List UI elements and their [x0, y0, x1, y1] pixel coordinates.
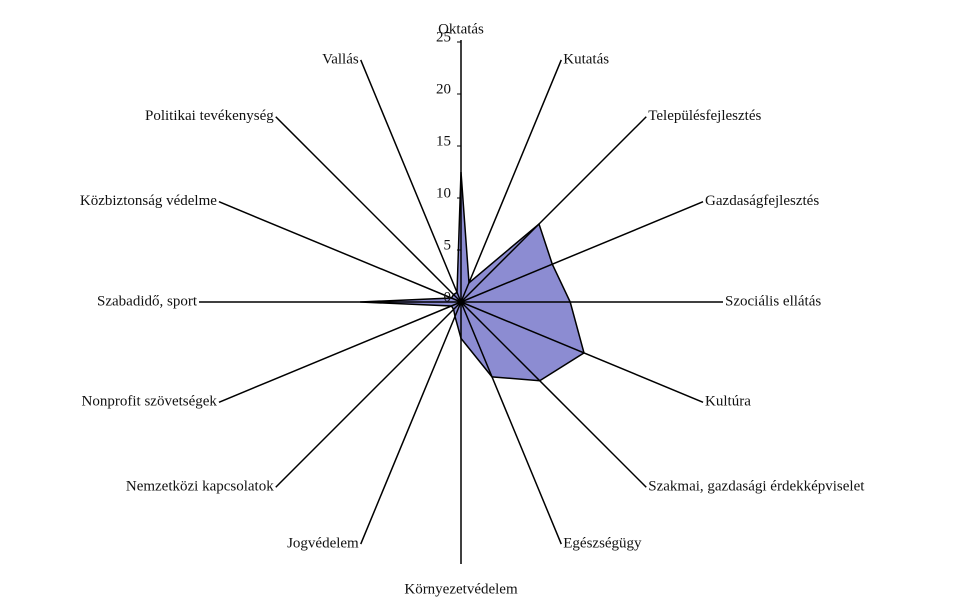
axis-line [275, 116, 462, 303]
axis-line [218, 301, 462, 403]
axis-line [460, 301, 562, 545]
category-label: Jogvédelem [287, 535, 359, 551]
category-label: Nonprofit szövetségek [82, 394, 218, 410]
axis-line [360, 301, 462, 545]
category-label: Környezetvédelem [404, 581, 518, 597]
axis-line [460, 301, 647, 488]
category-label: Szociális ellátás [725, 293, 821, 309]
category-label: Egészségügy [563, 535, 642, 551]
r-tick-label: 25 [436, 29, 451, 45]
axis-line [460, 59, 562, 303]
r-tick-label: 5 [444, 237, 452, 253]
category-label: Nemzetközi kapcsolatok [126, 479, 274, 495]
r-tick-label: 20 [436, 81, 451, 97]
axis-line [275, 301, 462, 488]
r-tick-label: 10 [436, 185, 451, 201]
category-label: Gazdaságfejlesztés [705, 193, 819, 209]
category-label: Kultúra [705, 394, 751, 410]
axis-line [460, 116, 647, 303]
category-label: Politikai tevékenység [145, 108, 274, 124]
category-label: Vallás [322, 51, 359, 67]
category-label: Szakmai, gazdasági érdekképviselet [648, 479, 865, 495]
axis-line [460, 201, 704, 303]
r-tick-label: 15 [436, 133, 451, 149]
category-label: Szabadidő, sport [97, 293, 198, 309]
r-tick-label: 0 [444, 289, 452, 305]
axis-line [218, 201, 462, 303]
category-label: Közbiztonság védelme [80, 193, 217, 209]
category-label: Oktatás [438, 21, 484, 37]
category-label: Településfejlesztés [648, 108, 761, 124]
category-label: Kutatás [563, 51, 609, 67]
axis-line [360, 59, 462, 303]
axis-line [460, 301, 704, 403]
